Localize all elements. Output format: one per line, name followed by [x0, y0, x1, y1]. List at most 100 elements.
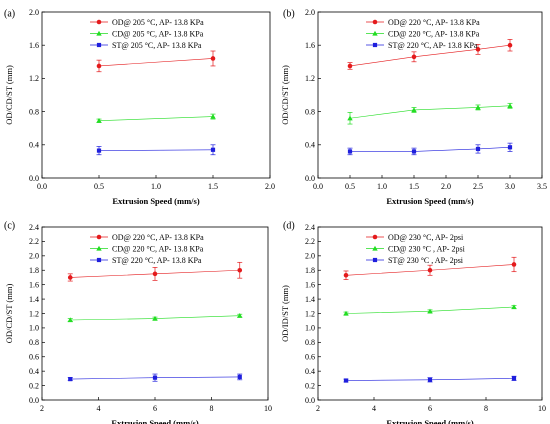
y-tick-label: 2.4 [305, 223, 315, 232]
data-point [427, 267, 433, 273]
y-tick-label: 1.0 [29, 324, 39, 333]
legend-entry: CD@ 230 °C , AP- 2psi [388, 245, 466, 254]
y-tick-label: 1.4 [29, 295, 39, 304]
data-point [152, 375, 158, 380]
series-line [349, 44, 511, 67]
data-point [427, 308, 433, 314]
series-circle: OD@ 220 °C, AP- 13.8 KPa [347, 18, 513, 70]
data-point [152, 315, 158, 321]
y-tick-label: 0.0 [29, 174, 39, 183]
y-tick-label: 2.2 [305, 237, 315, 246]
legend-entry: OD@ 220 °C, AP- 13.8 KPa [388, 18, 480, 27]
y-tick-label: 1.6 [305, 280, 315, 289]
legend-marker [96, 30, 102, 36]
x-tick-label: 2 [40, 404, 44, 413]
legend-entry: ST@ 220 °C, AP- 13.8 KPa [388, 41, 478, 50]
y-tick-label: 0.0 [29, 396, 39, 405]
x-tick-label: 1.0 [151, 182, 161, 191]
data-point [96, 118, 102, 123]
legend-marker [372, 30, 378, 36]
data-point [347, 115, 353, 121]
legend-marker [372, 234, 378, 240]
data-point [511, 304, 517, 310]
x-tick-label: 2.0 [265, 182, 275, 191]
y-tick-label: 0.0 [305, 396, 315, 405]
data-point [67, 275, 73, 280]
y-tick-label: 0.0 [305, 174, 315, 183]
y-tick-label: 0.8 [29, 338, 39, 347]
legend-entry: CD@ 220 °C, AP- 13.8 KPa [112, 245, 204, 254]
data-point [210, 56, 216, 61]
panel-label: (d) [283, 220, 295, 231]
legend-marker [96, 234, 102, 240]
x-tick-label: 1.5 [409, 182, 419, 191]
series-triangle: CD@ 230 °C , AP- 2psi [343, 245, 517, 316]
data-point [210, 113, 216, 119]
data-point [343, 310, 349, 316]
y-tick-label: 0.4 [29, 141, 39, 150]
x-axis-label: Extrusion Speed (mm/s) [112, 196, 200, 206]
series-line [350, 146, 511, 152]
data-point [511, 262, 517, 267]
y-tick-label: 0.6 [305, 353, 315, 362]
legend-marker [96, 42, 102, 48]
legend-marker [96, 245, 102, 251]
x-tick-label: 0.0 [313, 182, 323, 191]
data-point [347, 149, 353, 154]
legend-marker [372, 19, 378, 25]
data-point [507, 145, 513, 150]
y-tick-label: 1.2 [305, 74, 315, 83]
data-point [507, 42, 513, 48]
data-point [411, 149, 417, 154]
x-tick-label: 0.0 [37, 182, 47, 191]
x-tick-label: 1.0 [377, 182, 387, 191]
x-tick-label: 3.0 [505, 182, 515, 191]
x-axis-label: Extrusion Speed (mm/s) [111, 418, 199, 424]
legend-entry: ST@ 220 °C, AP- 13.8 KPa [112, 256, 202, 265]
chart-panel-3: (c) 2 4 6 8 10 0.0 0.2 0.4 0.6 0.8 1.0 1.2 1.4 1.6 1.8 2… [4, 220, 272, 424]
x-tick-label: 4 [372, 404, 376, 413]
y-tick-label: 1.0 [305, 324, 315, 333]
y-tick-label: 2.0 [305, 8, 315, 17]
data-point [511, 376, 517, 381]
data-point [68, 376, 73, 382]
panel-label: (a) [4, 8, 15, 19]
data-point [210, 147, 216, 152]
y-axis-label: OD/CD/ST (mm) [4, 284, 14, 344]
data-point [507, 103, 513, 108]
series-circle: OD@ 205 °C, AP- 13.8 KPa [90, 18, 216, 73]
series-square: ST@ 205 °C, AP- 13.8 KPa [90, 41, 216, 156]
legend-entry: ST@ 230 °C , AP- 2psi [388, 256, 464, 265]
y-tick-label: 2.4 [29, 223, 39, 232]
y-tick-label: 0.8 [305, 338, 315, 347]
data-point [411, 54, 417, 60]
series-triangle: CD@ 220 °C, AP- 13.8 KPa [67, 245, 243, 323]
data-point [475, 47, 481, 52]
x-tick-label: 6 [428, 404, 432, 413]
chart-panel-2: (b) 0.0 0.5 1.0 1.5 2.0 2.5 3.0 3.5 0.0 0.4 0.8 1.2 1… [280, 8, 547, 206]
y-axis-label: OD/ID/ST (mm) [280, 285, 290, 342]
data-point [347, 63, 353, 69]
y-tick-label: 1.4 [305, 295, 315, 304]
plot-frame [317, 11, 543, 179]
legend-entry: OD@ 220 °C, AP- 13.8 KPa [112, 233, 204, 242]
data-point [475, 146, 481, 152]
data-point [427, 377, 433, 382]
legend-marker [96, 19, 102, 25]
data-point [411, 107, 417, 113]
series-line [98, 149, 214, 151]
y-tick-label: 2.2 [29, 237, 39, 246]
data-point [152, 271, 158, 277]
series-line [349, 105, 511, 119]
x-tick-label: 1.5 [208, 182, 218, 191]
y-tick-label: 0.4 [29, 367, 39, 376]
series-square: ST@ 230 °C , AP- 2psi [343, 256, 517, 383]
legend-marker [372, 42, 378, 48]
y-axis-label: OD/CD/ST (mm) [280, 65, 290, 125]
y-tick-label: 0.8 [305, 107, 315, 116]
y-tick-label: 0.2 [305, 381, 315, 390]
data-point [343, 378, 349, 383]
data-point [343, 272, 349, 278]
data-point [237, 374, 242, 380]
